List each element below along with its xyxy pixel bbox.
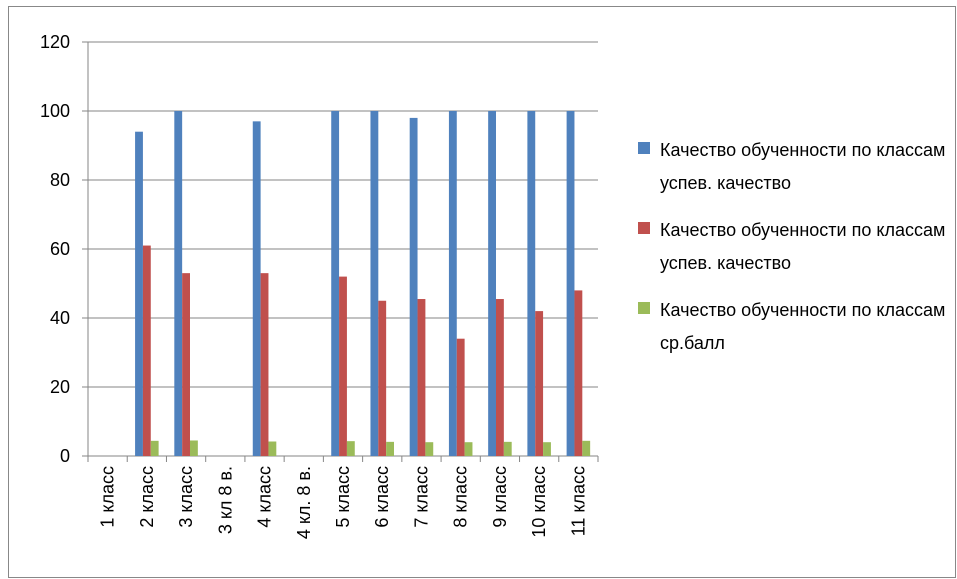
bar [503, 441, 512, 456]
legend-swatch [638, 142, 650, 154]
bar [566, 111, 575, 456]
bar [425, 442, 434, 456]
legend-swatch [638, 222, 650, 234]
y-tick-label: 120 [40, 32, 70, 52]
x-tick-label: 11 класс [568, 466, 588, 536]
legend-swatch [638, 302, 650, 314]
x-tick-label: 10 класс [529, 466, 549, 538]
x-tick-label: 4 класс [255, 466, 275, 528]
x-tick-label: 3 класс [176, 466, 196, 528]
legend-item: Качество обученности по классам ср.балл [638, 294, 953, 360]
y-tick-label: 20 [50, 377, 70, 397]
legend-item: Качество обученности по классам успев. к… [638, 134, 953, 200]
bar [260, 273, 269, 456]
bar [448, 111, 457, 456]
legend-label: Качество обученности по классам успев. к… [660, 220, 946, 273]
bar [456, 338, 465, 456]
x-tick-label: 8 класс [451, 466, 471, 528]
bar [378, 300, 387, 456]
bar [370, 111, 379, 456]
x-tick-label: 4 кл. 8 в. [294, 466, 314, 539]
bar [339, 276, 347, 456]
x-tick-label: 3 кл 8 в. [215, 466, 235, 534]
legend-label: Качество обученности по классам успев. к… [660, 140, 946, 193]
y-tick-label: 100 [40, 101, 70, 121]
bar [582, 440, 591, 456]
x-tick-label: 7 класс [411, 466, 431, 528]
bar [174, 111, 183, 456]
bar [543, 442, 551, 456]
y-tick-label: 80 [50, 170, 70, 190]
chart-border [8, 6, 956, 578]
bar [190, 440, 198, 456]
x-tick-label: 6 класс [372, 466, 392, 528]
bar [464, 442, 473, 456]
y-tick-label: 60 [50, 239, 70, 259]
y-tick-label: 40 [50, 308, 70, 328]
bar [574, 290, 583, 456]
bar [386, 441, 394, 456]
bar [252, 121, 261, 456]
x-tick-label: 1 класс [98, 466, 118, 528]
bar [535, 311, 544, 456]
bar [331, 111, 340, 456]
x-tick-label: 5 класс [333, 466, 353, 528]
legend-item: Качество обученности по классам успев. к… [638, 214, 953, 280]
x-tick-label: 9 класс [490, 466, 510, 528]
bar [150, 440, 159, 456]
bar [268, 441, 277, 456]
bar [346, 441, 355, 456]
bar [496, 299, 504, 456]
bar [182, 273, 190, 456]
bar [142, 245, 151, 456]
bar [488, 111, 496, 456]
y-tick-label: 0 [60, 446, 70, 466]
bar [409, 117, 418, 457]
legend: Качество обученности по классам успев. к… [638, 134, 953, 374]
legend-label: Качество обученности по классам ср.балл [660, 300, 946, 353]
bar [135, 131, 143, 456]
bar [417, 299, 426, 456]
bar [527, 111, 536, 456]
x-tick-label: 2 класс [137, 466, 157, 528]
